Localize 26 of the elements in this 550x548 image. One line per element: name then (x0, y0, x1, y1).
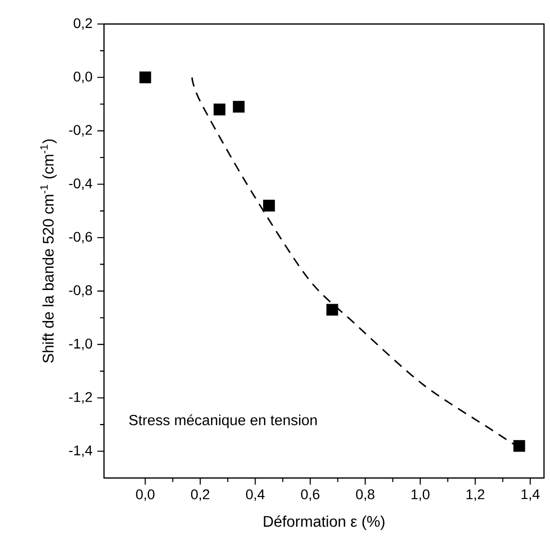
y-tick-label: -0,8 (69, 285, 92, 297)
point (232, 100, 245, 113)
x-tick-label: 1,4 (522, 489, 540, 501)
y-tick-label: 0,0 (74, 72, 92, 84)
x-tick-label: 0,4 (246, 489, 265, 501)
y-tick-label: -0,2 (69, 125, 92, 137)
x-tick-label: 0,6 (301, 489, 320, 501)
y-tick-label: -1,2 (69, 392, 92, 404)
point (326, 304, 338, 316)
x-axis-title: Déformation ε (%) (264, 515, 384, 530)
x-tick-label: 0,0 (136, 489, 154, 501)
y-tick-label: 0,2 (74, 18, 92, 30)
y-axis-title: Shift de la bande 520 cm$^{-1}$ (cm$^{-1}$) (40, 139, 57, 363)
y-tick-label: -0,6 (69, 232, 92, 244)
x-tick-label: 0,8 (356, 489, 374, 501)
point (513, 440, 526, 452)
y-tick-label: -1,4 (69, 446, 92, 457)
x-tick-label: 1,0 (412, 489, 430, 501)
point (263, 200, 275, 212)
y-tick-label: -1,0 (69, 338, 92, 350)
x-tick-label: 1,2 (466, 489, 484, 501)
point (139, 72, 152, 84)
point (214, 104, 226, 116)
annotation: Stress mécanique en tension (129, 414, 317, 428)
x-tick-label: 0,2 (191, 489, 210, 501)
y-tick-label: -0,4 (69, 178, 92, 190)
